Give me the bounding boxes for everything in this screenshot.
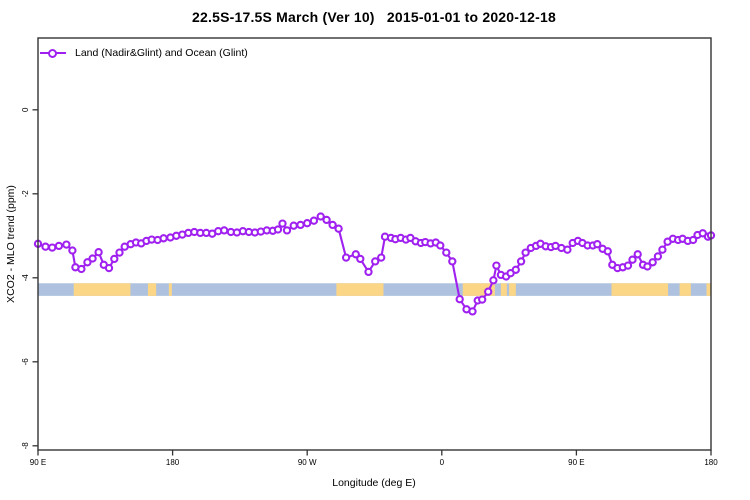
data-point-marker	[62, 240, 71, 249]
data-point-marker	[303, 219, 312, 228]
data-point-marker	[658, 245, 667, 254]
map-strip-land-segment	[679, 283, 691, 296]
chart-title: 22.5S-17.5S March (Ver 10) 2015-01-01 to…	[192, 9, 556, 25]
y-tick-label: 0	[21, 107, 30, 112]
map-strip-land-segment	[168, 283, 172, 296]
data-point-marker	[110, 254, 119, 264]
data-point-marker	[371, 257, 380, 266]
data-point-marker	[643, 262, 652, 271]
map-strip-land-segment	[500, 283, 507, 296]
data-point-marker	[521, 248, 530, 257]
map-strip-land-segment	[611, 283, 669, 296]
data-point-marker	[468, 307, 477, 316]
data-point-marker	[593, 240, 602, 249]
data-point-marker	[351, 250, 360, 259]
data-point-marker	[484, 287, 493, 296]
data-point-marker	[104, 263, 114, 273]
data-point-marker	[322, 215, 331, 225]
data-point-marker	[54, 241, 64, 251]
data-point-marker	[278, 219, 287, 228]
legend-swatch	[40, 48, 66, 58]
data-point-marker	[296, 220, 305, 230]
plot-border	[37, 37, 712, 451]
x-tick-label: 180	[704, 458, 718, 467]
data-point-marker	[633, 250, 642, 259]
data-point-marker	[489, 276, 498, 285]
x-tick-label: 0	[440, 458, 445, 467]
x-tick-label: 180	[166, 458, 180, 467]
y-tick-label: -6	[21, 358, 30, 366]
x-tick-label: 90 W	[298, 458, 317, 467]
data-point-marker	[511, 265, 520, 274]
data-point-marker	[455, 295, 464, 304]
x-tick-label: 90 E	[568, 458, 584, 467]
data-point-marker	[356, 254, 365, 264]
data-point-marker	[448, 257, 457, 266]
data-point-marker	[328, 220, 337, 230]
data-point-marker	[334, 224, 343, 233]
data-point-marker	[316, 212, 325, 221]
map-strip-land-segment	[706, 283, 711, 296]
data-point-marker	[628, 255, 637, 264]
data-point-marker	[48, 243, 57, 252]
data-point-marker	[442, 248, 451, 257]
data-point-marker	[115, 248, 124, 257]
y-axis-label: XCO2 - MLO trend (ppm)	[5, 185, 17, 303]
map-strip-land-segment	[336, 283, 384, 296]
open-circle-marker-icon	[48, 48, 57, 58]
data-point-marker	[653, 252, 663, 261]
data-point-marker	[436, 241, 445, 250]
data-point-marker	[516, 257, 526, 266]
data-point-marker	[88, 254, 97, 263]
data-point-marker	[623, 261, 633, 270]
data-point-marker	[159, 234, 168, 243]
x-axis-label: Longitude (deg E)	[332, 477, 416, 489]
map-strip-land-segment	[73, 283, 131, 296]
data-point-marker	[603, 247, 612, 256]
data-point-marker	[68, 246, 77, 255]
x-tick-label: 90 E	[30, 458, 46, 467]
y-tick-label: -2	[21, 190, 30, 198]
map-strip-land-segment	[147, 283, 157, 296]
data-point-marker	[289, 221, 298, 230]
data-point-marker	[563, 245, 572, 254]
data-point-marker	[492, 261, 501, 270]
y-tick-label: -8	[21, 442, 30, 450]
data-point-marker	[77, 264, 86, 274]
data-point-marker	[83, 258, 92, 267]
data-point-marker	[688, 235, 698, 245]
data-point-marker	[648, 258, 657, 267]
data-point-marker	[377, 253, 386, 262]
data-point-marker	[94, 248, 103, 257]
data-point-marker	[220, 226, 229, 235]
data-point-marker	[364, 267, 373, 277]
legend-label: Land (Nadir&Glint) and Ocean (Glint)	[75, 47, 248, 59]
data-point-marker	[309, 216, 319, 225]
data-point-marker	[41, 242, 50, 251]
legend: Land (Nadir&Glint) and Ocean (Glint)	[40, 47, 248, 59]
data-point-marker	[282, 226, 292, 235]
data-point-marker	[478, 295, 487, 304]
y-tick-label: -4	[21, 274, 30, 282]
map-strip-land-segment	[509, 283, 516, 296]
data-point-marker	[273, 225, 283, 234]
data-point-marker	[341, 253, 351, 262]
